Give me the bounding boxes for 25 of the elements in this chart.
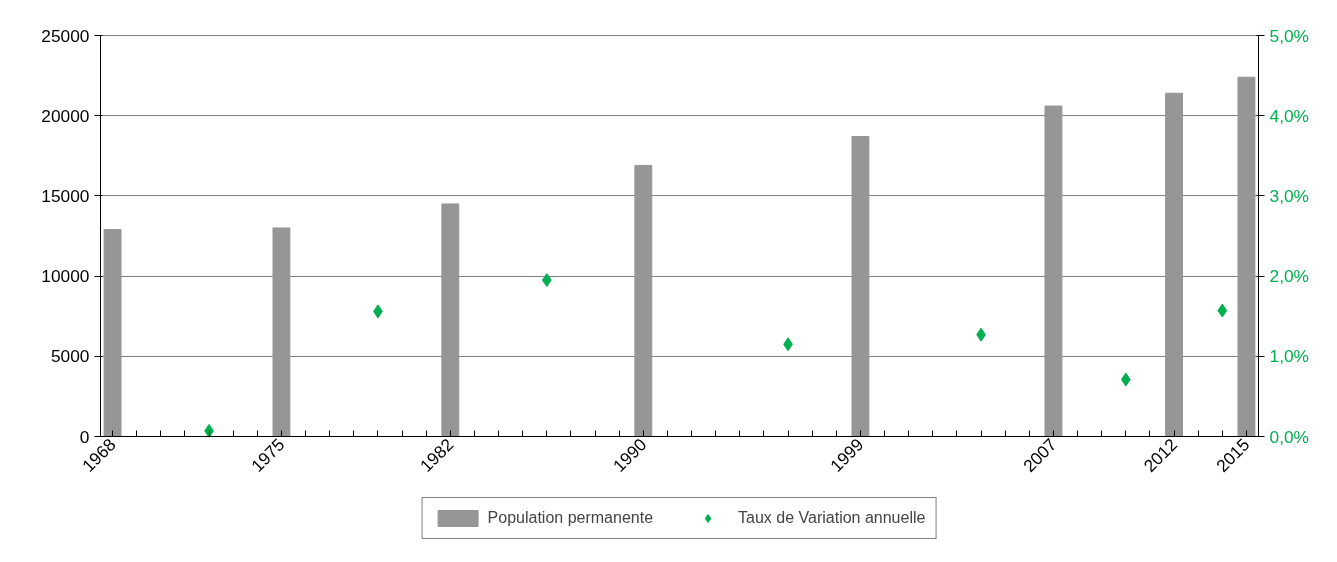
y-tick-label: 5000 bbox=[50, 346, 90, 367]
y2-tick-label: 3,0% bbox=[1269, 185, 1309, 206]
y2-tick-label: 2,0% bbox=[1269, 266, 1309, 287]
point bbox=[1120, 372, 1131, 387]
bar bbox=[851, 136, 870, 437]
bar bbox=[1044, 105, 1063, 437]
point bbox=[1217, 303, 1228, 318]
bar bbox=[1237, 76, 1256, 437]
y2-tick-label: 0,0% bbox=[1269, 426, 1309, 447]
y-tick-label: 20000 bbox=[41, 105, 90, 126]
y2-tick-label: 1,0% bbox=[1269, 346, 1309, 367]
point bbox=[541, 273, 552, 288]
legend-label: Population permanente bbox=[487, 508, 654, 527]
y-tick-label: 25000 bbox=[41, 25, 90, 46]
bar bbox=[103, 229, 122, 437]
point bbox=[204, 423, 214, 437]
bar bbox=[272, 227, 291, 437]
bar bbox=[441, 203, 460, 437]
y-tick-label: 15000 bbox=[41, 185, 90, 206]
legend-label: Taux de Variation annuelle bbox=[738, 508, 926, 527]
bar bbox=[1165, 92, 1184, 437]
bar bbox=[634, 164, 653, 437]
y2-tick-label: 4,0% bbox=[1269, 105, 1309, 126]
y-tick-label: 10000 bbox=[41, 266, 90, 287]
y2-tick-label: 5,0% bbox=[1269, 25, 1309, 46]
